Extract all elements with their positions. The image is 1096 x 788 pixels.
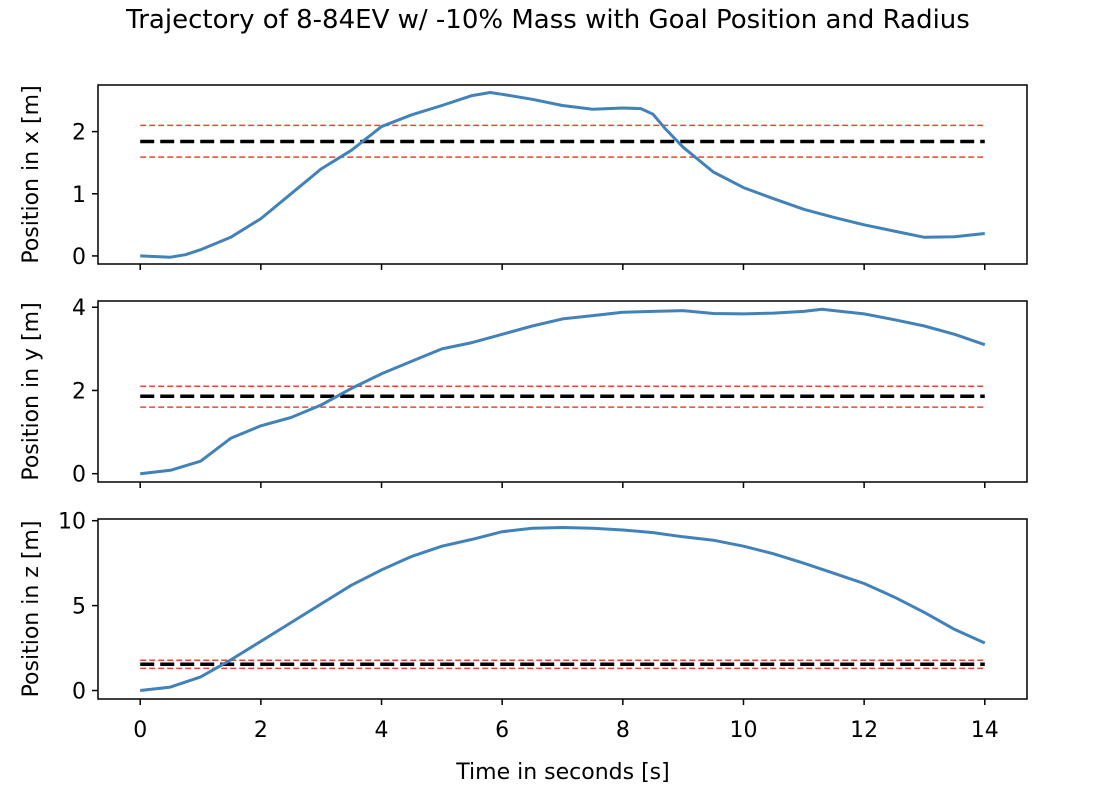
y-tick-label: 0 <box>72 680 86 705</box>
axes-frame <box>97 300 1028 483</box>
y-axis-label: Position in x [m] <box>19 85 44 263</box>
subplot-2: 0 2 4 Position in y [m] <box>19 296 1028 488</box>
x-tick-label: 6 <box>495 718 509 743</box>
subplot-3: 0 2 4 6 8 10 12 14 0 5 10 Position in z [m] <box>19 510 1028 743</box>
trajectory-line <box>140 91 985 259</box>
axes-frame <box>97 518 1028 700</box>
y-tick-label: 0 <box>72 463 86 488</box>
y-tick-label: 0 <box>72 245 86 270</box>
x-tick-label: 0 <box>133 718 147 743</box>
y-axis-label: Position in z [m] <box>19 521 44 698</box>
y-tick-label: 2 <box>72 379 86 404</box>
y-tick-label: 4 <box>72 296 86 321</box>
y-tick-label: 10 <box>58 510 86 535</box>
trajectory-line <box>140 307 986 476</box>
chart-title: Trajectory of 8-84EV w/ -10% Mass with G… <box>125 5 970 35</box>
x-tick-label: 8 <box>616 718 630 743</box>
y-tick-label: 1 <box>72 183 86 208</box>
x-tick-label: 2 <box>254 718 268 743</box>
x-tick-label: 14 <box>971 718 999 743</box>
y-tick-label: 5 <box>72 595 86 620</box>
axes-frame <box>97 84 1028 265</box>
x-tick-label: 12 <box>850 718 878 743</box>
x-axis-label: Time in seconds [s] <box>455 760 669 785</box>
y-tick-label: 2 <box>72 121 86 146</box>
x-tick-label: 10 <box>729 718 757 743</box>
y-axis-label: Position in y [m] <box>19 302 44 480</box>
x-tick-label: 4 <box>375 718 389 743</box>
subplot-1: 0 1 2 Position in x [m] <box>19 84 1028 270</box>
trajectory-line <box>140 526 986 692</box>
